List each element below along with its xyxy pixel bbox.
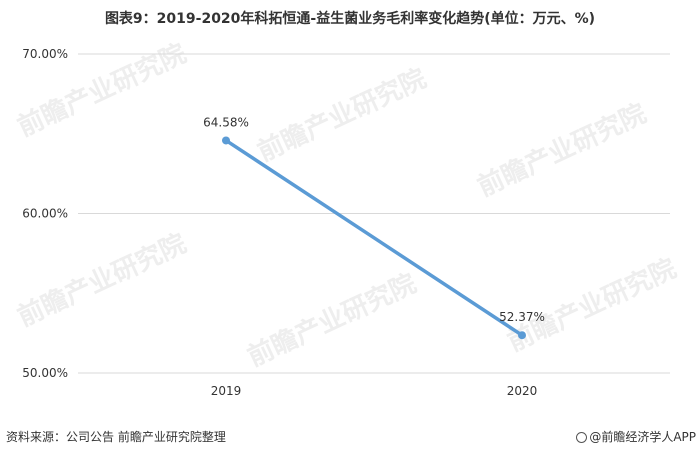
- data-labels: 64.58% 52.37%: [203, 115, 545, 324]
- y-tick-label: 70.00%: [22, 47, 68, 61]
- data-point: [222, 136, 230, 145]
- y-axis-ticks: 50.00% 60.00% 70.00%: [22, 47, 68, 380]
- brand-logo-icon: [576, 432, 588, 443]
- data-label: 64.58%: [203, 115, 249, 129]
- x-tick-label: 2020: [507, 384, 538, 398]
- gridlines: [78, 53, 670, 374]
- brand-credit: @前瞻经济学人APP: [576, 428, 696, 445]
- x-tick-label: 2019: [211, 384, 242, 398]
- series-path: [224, 138, 524, 337]
- source-note: 资料来源：公司公告 前瞻产业研究院整理: [6, 430, 226, 444]
- chart-title: 图表9：2019-2020年科拓恒通-益生菌业务毛利率变化趋势(单位：万元、%): [104, 11, 596, 27]
- series-line: [222, 136, 526, 340]
- data-point: [518, 331, 526, 340]
- brand-text: @前瞻经济学人APP: [589, 430, 696, 444]
- data-label: 52.37%: [499, 310, 545, 324]
- x-axis-ticks: 2019 2020: [211, 384, 538, 398]
- y-tick-label: 50.00%: [22, 366, 68, 380]
- y-tick-label: 60.00%: [22, 207, 68, 221]
